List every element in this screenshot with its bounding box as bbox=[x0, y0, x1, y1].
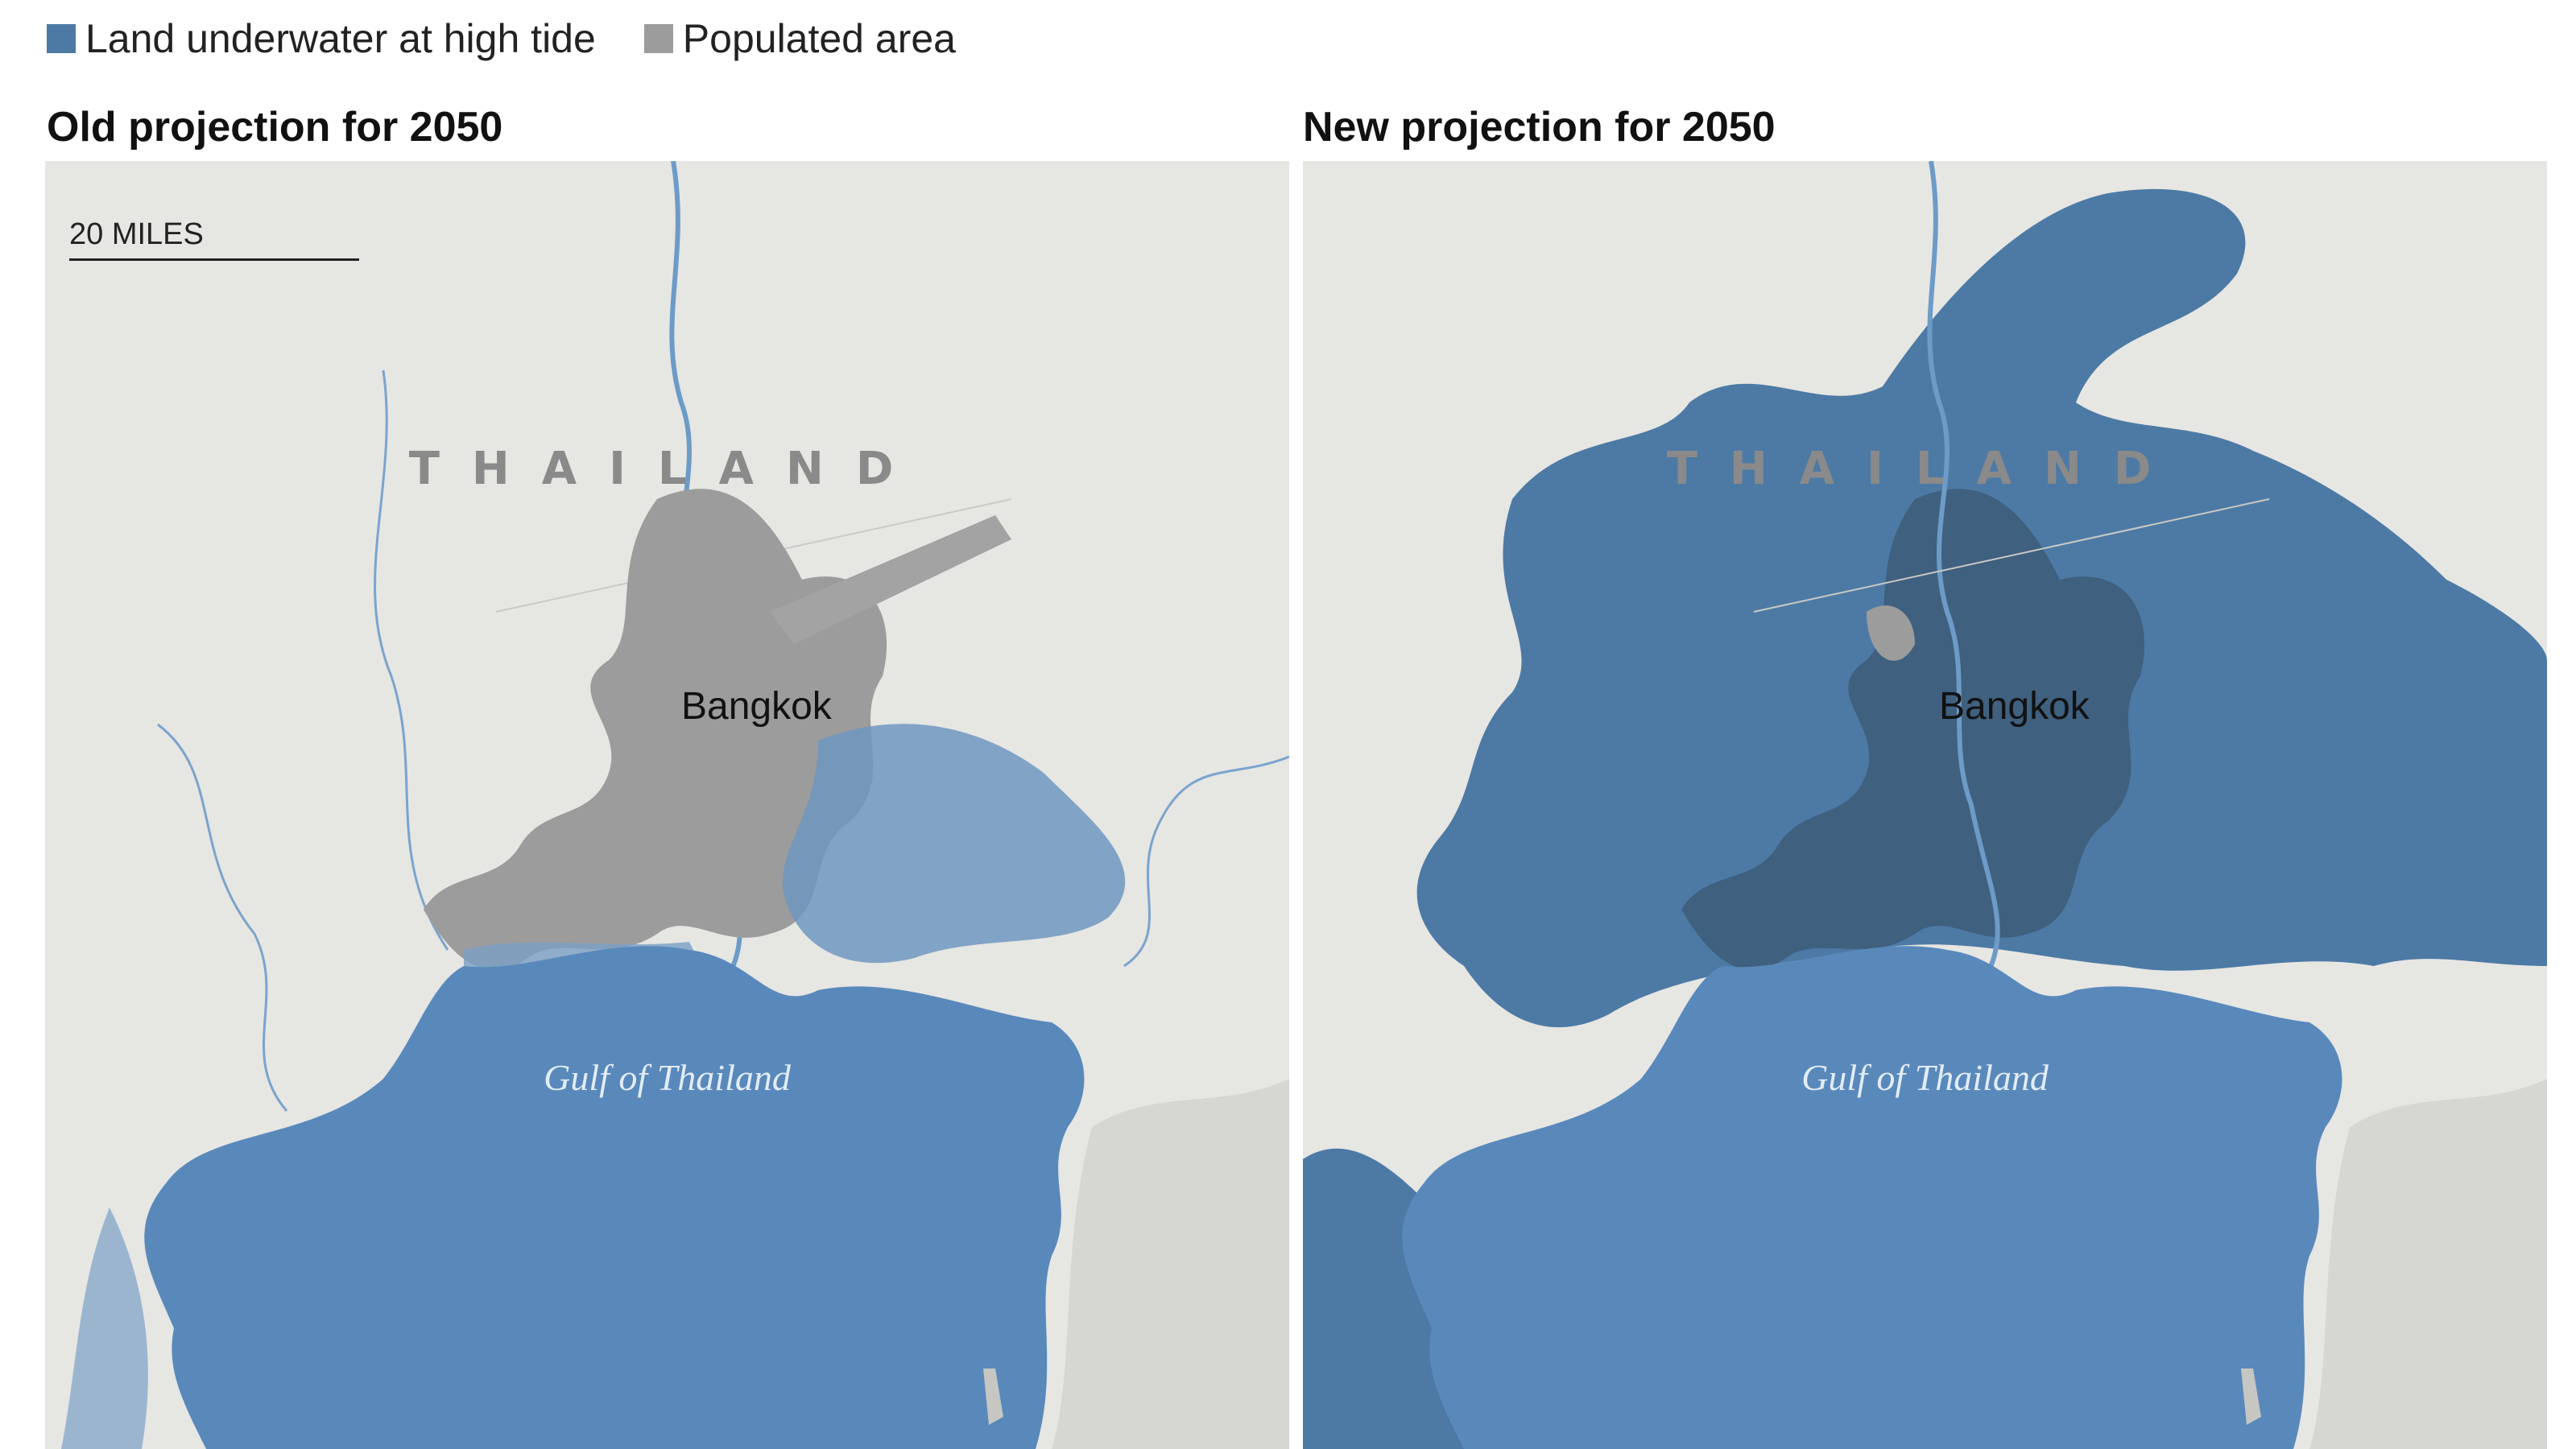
water-label: Gulf of Thailand bbox=[544, 1057, 791, 1098]
populated-corridor bbox=[770, 515, 1011, 644]
western-river bbox=[374, 369, 449, 951]
populated-flooded-bangkok bbox=[1681, 489, 2145, 970]
scale-label: 20 MILES bbox=[69, 217, 204, 251]
old-projection-title: Old projection for 2050 bbox=[47, 104, 503, 151]
relief-hills bbox=[2309, 1079, 2547, 1449]
populated-dry-patch bbox=[1867, 605, 1915, 661]
island bbox=[2241, 1368, 2261, 1425]
country-label: THAILAND bbox=[408, 443, 926, 495]
bang-pakong-river bbox=[1123, 755, 1289, 968]
city-label: Bangkok bbox=[1939, 685, 2090, 728]
country-label: THAILAND bbox=[1666, 443, 2184, 495]
new-projection-map: THAILAND Bangkok Gulf of Thailand bbox=[1303, 161, 2547, 1449]
underwater-swatch-icon bbox=[47, 24, 76, 53]
populated-swatch-icon bbox=[643, 24, 673, 53]
tha-chin-river bbox=[157, 723, 288, 1112]
scale-bar: 20 MILES bbox=[69, 217, 359, 261]
legend: Land underwater at high tide Populated a… bbox=[47, 14, 1004, 63]
flood-area-east bbox=[782, 724, 1126, 964]
gulf-water bbox=[1402, 946, 2342, 1449]
chao-phraya-river bbox=[1927, 161, 2000, 976]
scale-line bbox=[69, 258, 359, 261]
legend-label-underwater: Land underwater at high tide bbox=[85, 16, 596, 61]
new-map-graphic bbox=[1303, 161, 2547, 1449]
island bbox=[983, 1368, 1003, 1425]
water-label: Gulf of Thailand bbox=[1801, 1057, 2049, 1098]
legend-item-underwater: Land underwater at high tide bbox=[47, 15, 596, 62]
relief-hills bbox=[1052, 1079, 1289, 1449]
road-line bbox=[1753, 498, 2270, 613]
gulf-water bbox=[144, 946, 1085, 1449]
legend-item-populated: Populated area bbox=[643, 15, 956, 62]
new-projection-title: New projection for 2050 bbox=[1303, 104, 1776, 151]
city-label: Bangkok bbox=[681, 685, 832, 728]
populated-area-bangkok bbox=[424, 489, 887, 970]
flood-area-west bbox=[61, 1208, 148, 1449]
old-projection-map: 20 MILES THAILAND Bangkok Gulf of Thaila… bbox=[45, 161, 1289, 1449]
legend-label-populated: Populated area bbox=[682, 16, 956, 61]
old-map-graphic bbox=[45, 161, 1289, 1449]
